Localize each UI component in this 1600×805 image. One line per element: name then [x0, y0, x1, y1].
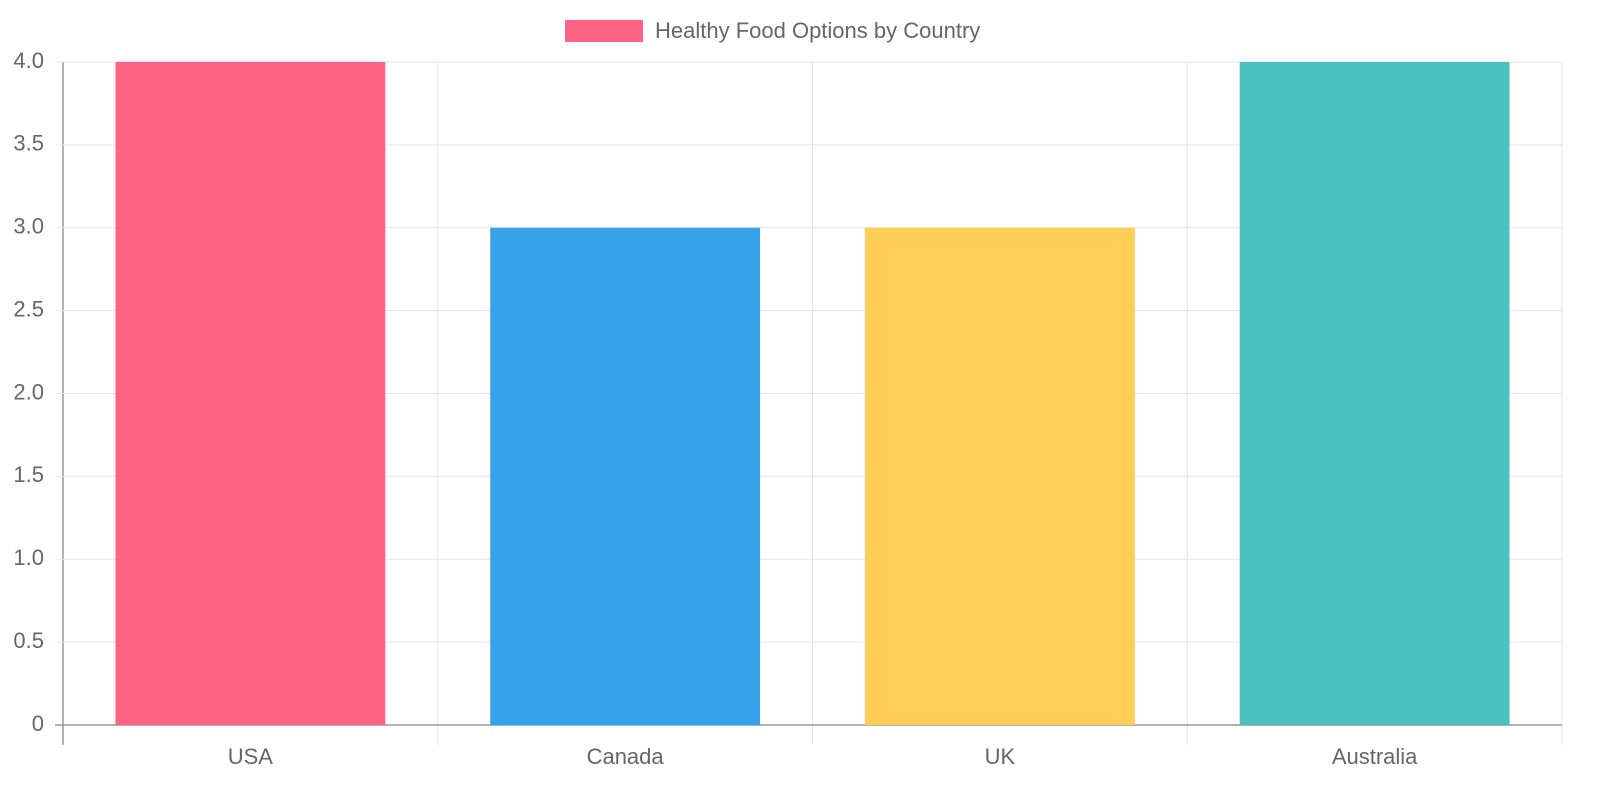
y-tick-label: 1.5	[13, 462, 44, 487]
x-tick-label: Australia	[1332, 744, 1418, 769]
y-tick-label: 1.0	[13, 545, 44, 570]
y-tick-label: 2.5	[13, 296, 44, 321]
y-tick-label: 0	[32, 711, 44, 736]
y-tick-label: 3.0	[13, 214, 44, 239]
bar	[490, 227, 761, 725]
x-tick-label: USA	[228, 744, 274, 769]
bar	[1239, 62, 1510, 725]
x-tick-label: Canada	[587, 744, 665, 769]
bar	[115, 62, 386, 725]
x-tick-label: UK	[985, 744, 1016, 769]
y-tick-label: 0.5	[13, 628, 44, 653]
y-tick-label: 4.0	[13, 48, 44, 73]
legend-label: Healthy Food Options by Country	[655, 18, 980, 43]
bar	[864, 227, 1135, 725]
y-tick-label: 3.5	[13, 131, 44, 156]
y-tick-label: 2.0	[13, 379, 44, 404]
legend-swatch	[565, 20, 643, 42]
